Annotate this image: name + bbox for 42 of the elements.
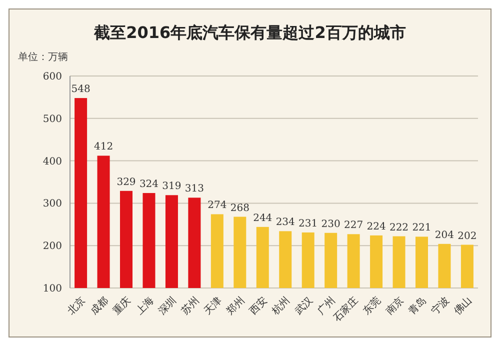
- data-label: 221: [412, 222, 432, 234]
- x-tick-label: 成都: [88, 294, 111, 318]
- data-label: 412: [94, 142, 114, 153]
- y-tick-label: 200: [42, 241, 62, 252]
- x-tick-label: 上海: [133, 294, 156, 318]
- data-label: 324: [139, 179, 159, 190]
- x-tick-label: 武汉: [292, 294, 316, 318]
- data-label: 231: [298, 218, 318, 230]
- x-tick-label: 杭州: [269, 294, 292, 318]
- y-tick-label: 300: [42, 198, 62, 210]
- y-tick-label: 100: [42, 284, 62, 294]
- y-tick-label: 400: [42, 156, 62, 168]
- x-tick-label: 西安: [247, 294, 270, 318]
- data-label: 222: [389, 222, 409, 234]
- data-label: 319: [162, 181, 182, 192]
- data-label: 274: [208, 200, 227, 212]
- x-tick-label: 重庆: [110, 294, 134, 318]
- x-tick-label: 南京: [383, 294, 406, 318]
- x-tick-label: 深圳: [156, 294, 179, 318]
- x-tick-label: 青岛: [406, 294, 429, 318]
- data-label: 227: [344, 220, 364, 232]
- y-tick-label: 600: [42, 72, 62, 82]
- x-tick-label: 郑州: [224, 294, 247, 318]
- data-label: 548: [71, 84, 90, 96]
- x-tick-label: 天津: [202, 294, 224, 318]
- data-label: 230: [321, 218, 340, 230]
- data-label: 329: [116, 176, 136, 188]
- chart-title: 截至2016年底汽车保有量超过2百万的城市: [93, 23, 406, 42]
- data-label: 313: [184, 184, 204, 195]
- data-label: 244: [253, 212, 272, 224]
- data-label: 234: [276, 217, 295, 228]
- x-tick-label: 佛山: [452, 294, 474, 318]
- data-label: 202: [458, 230, 477, 242]
- data-label: 204: [434, 230, 454, 241]
- x-tick-label: 苏州: [178, 294, 202, 318]
- y-axis-title: 单位：万辆: [18, 51, 68, 63]
- x-tick-label: 东莞: [360, 294, 384, 318]
- x-tick-label: 北京: [65, 294, 88, 318]
- data-label: 224: [366, 221, 386, 232]
- x-tick-label: 宁波: [428, 294, 452, 318]
- data-label: 268: [230, 202, 250, 214]
- y-tick-label: 500: [42, 114, 62, 125]
